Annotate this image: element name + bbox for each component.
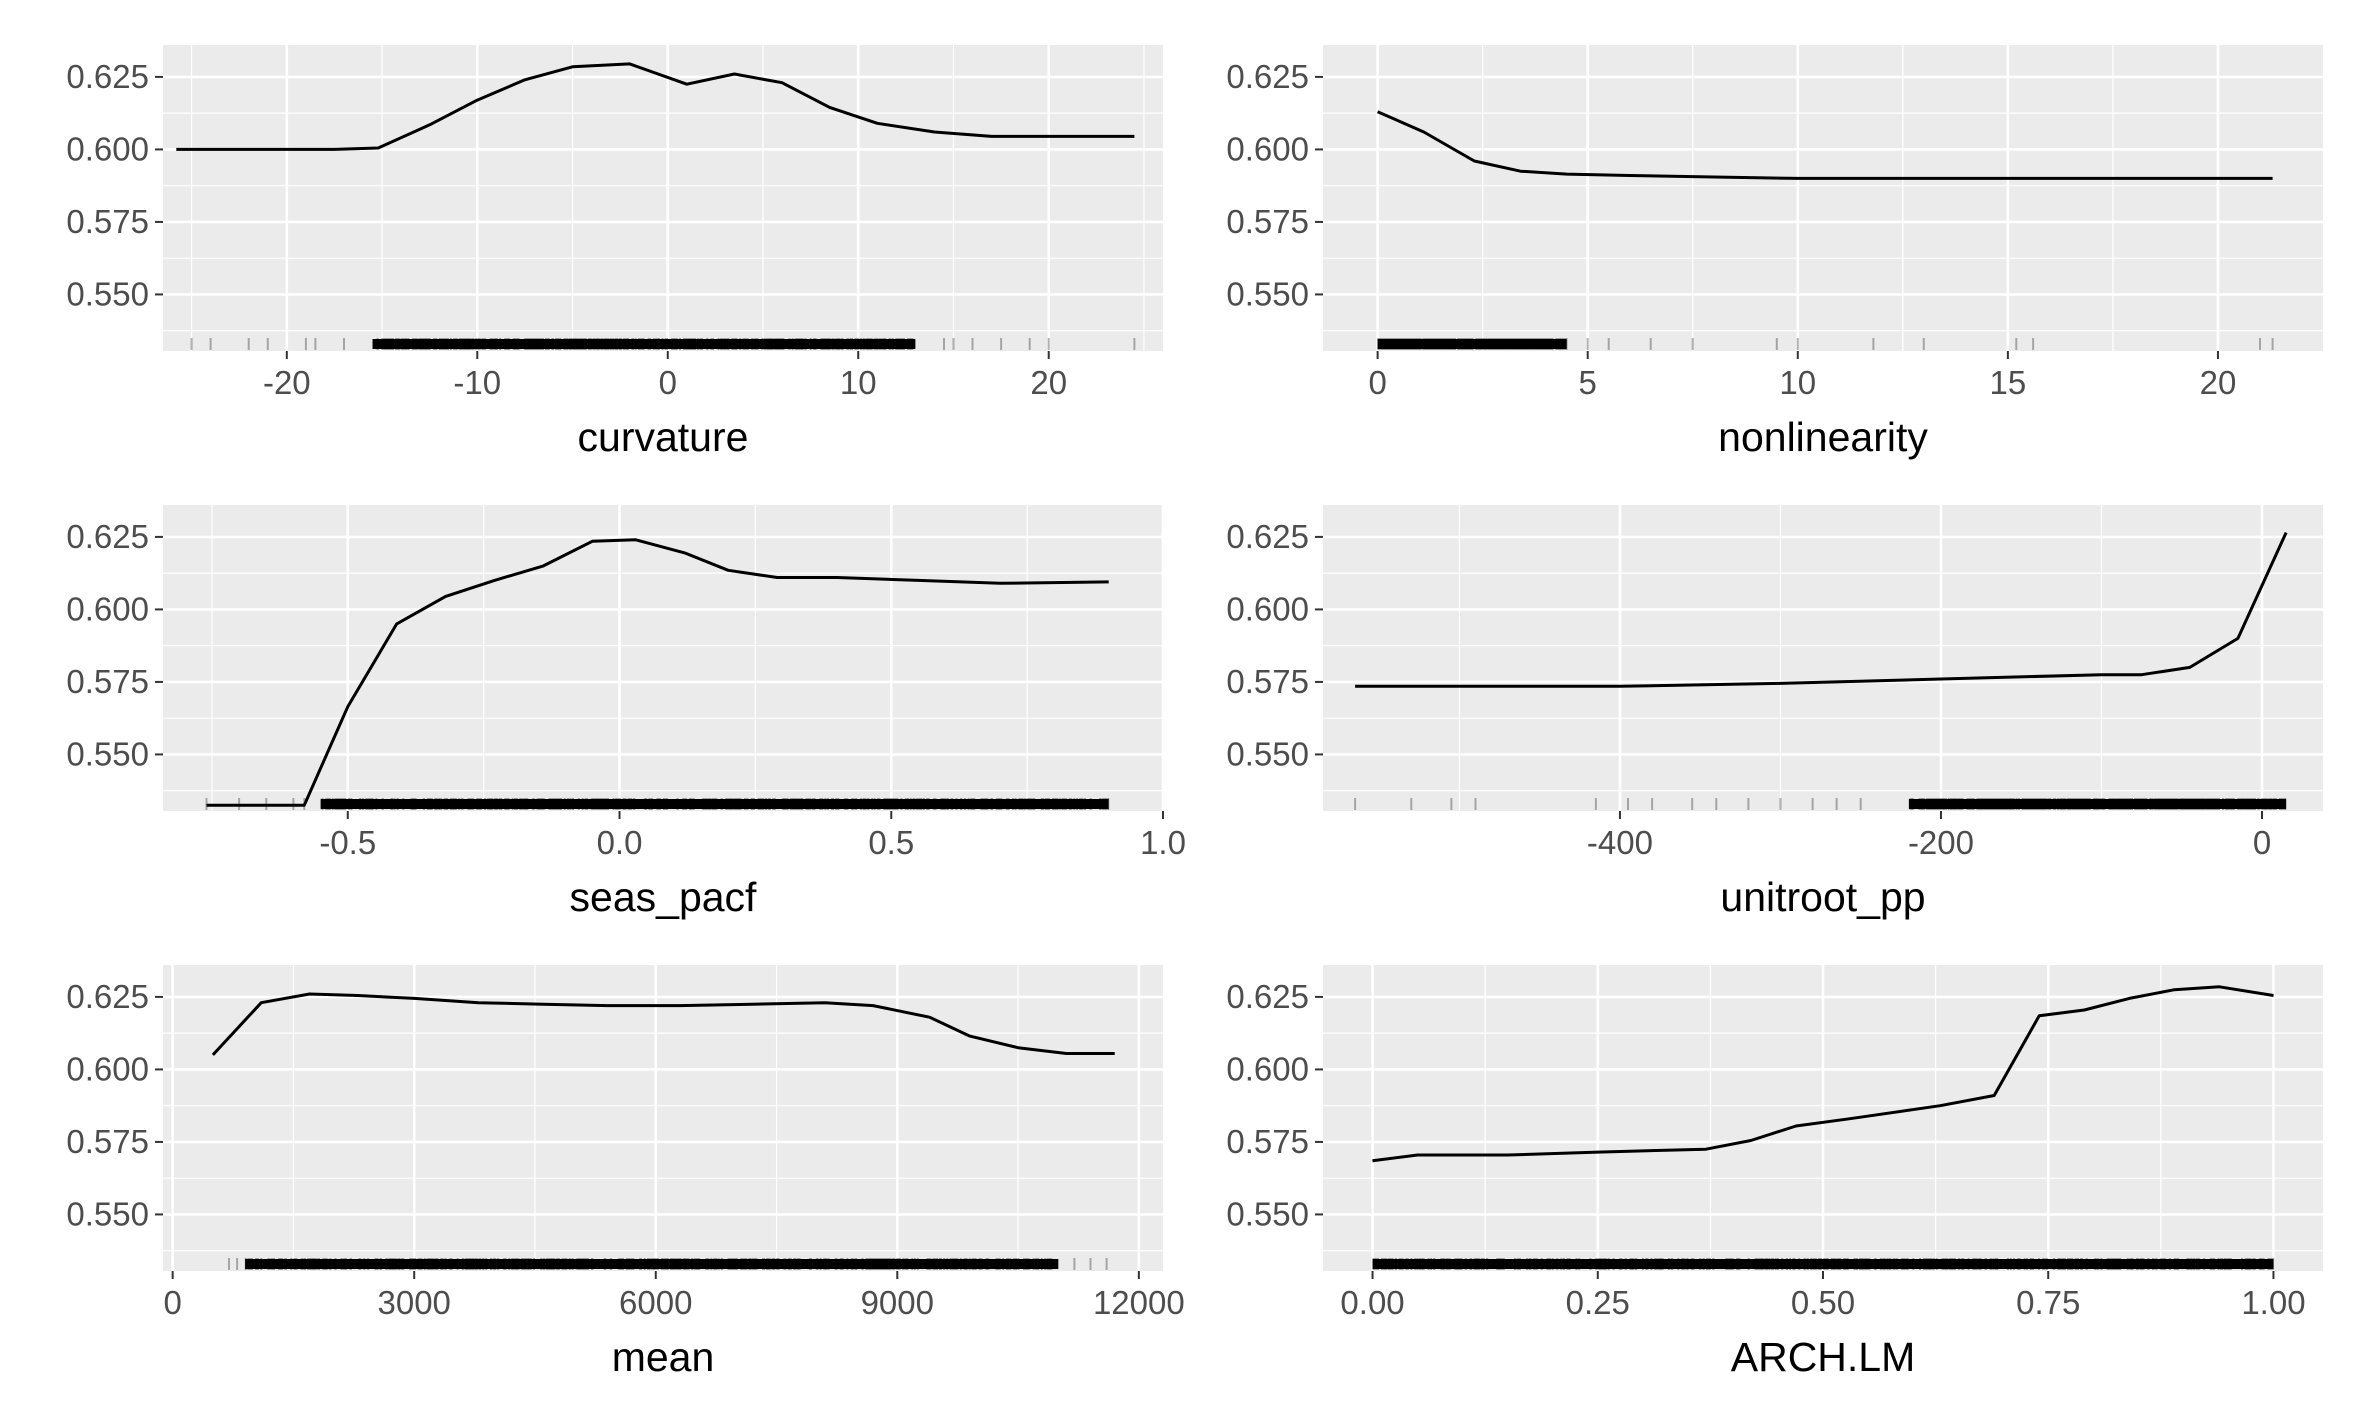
- y-tick-label: 0.625: [1226, 518, 1309, 555]
- panel-background: [1323, 505, 2323, 811]
- rug-core: [1377, 339, 1567, 349]
- y-tick-label: 0.600: [1226, 1050, 1309, 1087]
- x-tick-label: 0.75: [2016, 1284, 2080, 1321]
- y-tick-label: 0.600: [66, 590, 149, 627]
- panel-background: [163, 45, 1163, 351]
- panel-mean: 0.550 0.575 0.600 0.625 0 3000 6000 9000 12000 me…: [66, 965, 1185, 1380]
- panel-background: [163, 965, 1163, 1271]
- y-tick-label: 0.575: [66, 663, 149, 700]
- x-axis-title: mean: [612, 1334, 715, 1380]
- y-tick-label: 0.550: [66, 1195, 149, 1232]
- rug-core: [372, 339, 916, 349]
- x-tick-label: 0.00: [1340, 1284, 1404, 1321]
- x-axis-title: unitroot_pp: [1720, 874, 1925, 920]
- y-tick-label: 0.600: [66, 1050, 149, 1087]
- y-tick-label: 0.550: [66, 275, 149, 312]
- rug-core: [1372, 1259, 2274, 1269]
- y-tick-label: 0.575: [1226, 1123, 1309, 1160]
- pdp-line: [1355, 531, 2288, 688]
- y-tick-label: 0.575: [66, 203, 149, 240]
- panel-unitroot-pp: 0.550 0.575 0.600 0.625 -400 -200 0 unitroot_pp: [1226, 505, 2323, 920]
- x-tick-label: 1.0: [1140, 824, 1186, 861]
- y-tick-label: 0.625: [66, 58, 149, 95]
- x-tick-label: 0.50: [1791, 1284, 1855, 1321]
- x-tick-label: 0.0: [597, 824, 643, 861]
- panel-seas-pacf: 0.550 0.575 0.600 0.625 -0.5 0.0 0.5 1.0 seas_pa…: [66, 505, 1186, 920]
- x-tick-label: 3000: [377, 1284, 450, 1321]
- rug-sparse: [1586, 338, 2274, 350]
- y-tick-label: 0.575: [1226, 203, 1309, 240]
- rug-core: [245, 1259, 1059, 1269]
- x-tick-label: -200: [1908, 824, 1974, 861]
- x-tick-label: -10: [453, 364, 501, 401]
- x-tick-label: 5: [1579, 364, 1597, 401]
- rug-marks: [205, 798, 1110, 810]
- x-tick-label: 0: [163, 1284, 181, 1321]
- panel-nonlinearity: 0.550 0.575 0.600 0.625 0 5 10 15 20 nonlinearity: [1226, 45, 2323, 460]
- x-tick-label: -0.5: [319, 824, 376, 861]
- x-tick-label: 15: [1990, 364, 2027, 401]
- panel-background: [1323, 45, 2323, 351]
- rug-sparse: [228, 1258, 1108, 1270]
- y-tick-label: 0.625: [1226, 978, 1309, 1015]
- x-tick-label: 12000: [1093, 1284, 1185, 1321]
- x-tick-label: 9000: [861, 1284, 934, 1321]
- x-tick-label: 20: [2200, 364, 2237, 401]
- rug-core: [320, 799, 1109, 809]
- y-tick-label: 0.550: [1226, 275, 1309, 312]
- panel-arch-lm: 0.550 0.575 0.600 0.625 0.00 0.25 0.50 0.75 1.00…: [1226, 965, 2323, 1380]
- y-tick-label: 0.600: [1226, 130, 1309, 167]
- pdp-line: [206, 538, 1109, 807]
- y-tick-label: 0.625: [66, 978, 149, 1015]
- x-tick-label: -20: [263, 364, 311, 401]
- x-tick-label: 0: [659, 364, 677, 401]
- x-tick-label: 1.00: [2241, 1284, 2305, 1321]
- y-tick-label: 0.625: [1226, 58, 1309, 95]
- y-tick-label: 0.600: [66, 130, 149, 167]
- pdp-line: [1372, 985, 2274, 1163]
- pdp-line: [176, 62, 1135, 151]
- pdp-line: [211, 992, 1115, 1056]
- rug-core: [1908, 799, 2287, 809]
- x-tick-label: 10: [1779, 364, 1816, 401]
- x-tick-label: 0: [2253, 824, 2271, 861]
- x-tick-label: 20: [1030, 364, 1067, 401]
- x-tick-label: 10: [840, 364, 877, 401]
- x-tick-label: 0.5: [868, 824, 914, 861]
- panel-curvature: 0.550 0.575 0.600 0.625 -20 -10 0 10 20 curvature: [66, 45, 1163, 460]
- x-axis-title: seas_pacf: [570, 874, 758, 920]
- x-tick-label: 6000: [619, 1284, 692, 1321]
- x-tick-label: -400: [1587, 824, 1653, 861]
- rug-sparse: [1354, 798, 1862, 810]
- x-axis-title: nonlinearity: [1718, 414, 1928, 460]
- x-axis-title: curvature: [578, 414, 749, 460]
- rug-marks: [190, 338, 1136, 350]
- y-tick-label: 0.550: [1226, 735, 1309, 772]
- rug-marks: [1377, 338, 2274, 350]
- y-tick-label: 0.550: [66, 735, 149, 772]
- x-tick-label: 0: [1368, 364, 1386, 401]
- y-tick-label: 0.550: [1226, 1195, 1309, 1232]
- pdp-line: [1376, 110, 2273, 180]
- y-tick-label: 0.600: [1226, 590, 1309, 627]
- rug-sparse: [190, 338, 1136, 350]
- rug-marks: [1372, 1258, 2275, 1270]
- rug-marks: [228, 1258, 1108, 1270]
- x-axis-title: ARCH.LM: [1731, 1334, 1916, 1380]
- y-tick-label: 0.575: [1226, 663, 1309, 700]
- rug-marks: [1354, 798, 2287, 810]
- y-tick-label: 0.625: [66, 518, 149, 555]
- x-tick-label: 0.25: [1566, 1284, 1630, 1321]
- y-tick-label: 0.575: [66, 1123, 149, 1160]
- panel-background: [163, 505, 1163, 811]
